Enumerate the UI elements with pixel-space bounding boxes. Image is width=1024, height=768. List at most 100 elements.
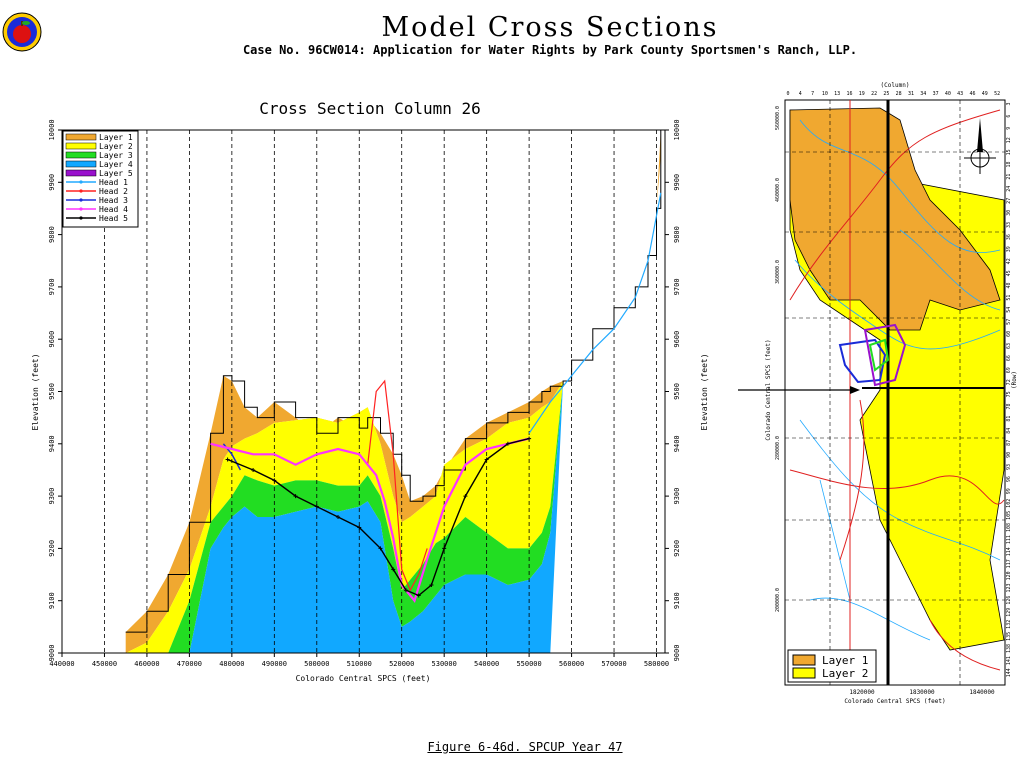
x-tick-label: 440000: [49, 660, 74, 668]
layer-areas: [125, 130, 661, 653]
head-line-4: [210, 437, 530, 603]
stream: [809, 597, 931, 641]
x-tick-label: 530000: [432, 660, 457, 668]
map-row-tick: 24: [1006, 186, 1012, 192]
map-row-tick: 12: [1006, 137, 1012, 143]
legend-swatch-marker: [79, 216, 83, 220]
map-column-tick: 52: [994, 91, 1000, 97]
map-grid: [785, 100, 1005, 685]
legend-label: Layer 3: [99, 151, 133, 160]
figure-caption: Figure 6-46d. SPCUP Year 47: [427, 740, 623, 754]
map-column-tick: 49: [982, 91, 988, 97]
x-tick-label: 480000: [219, 660, 244, 668]
y-tick-label: 9000: [48, 645, 56, 662]
x-tick-label: 450000: [92, 660, 117, 668]
head5-marker: [357, 525, 362, 530]
map-legend: Layer 1 Layer 2: [787, 649, 877, 683]
map-column-tick: 22: [871, 91, 877, 97]
legend-swatch-marker: [79, 207, 83, 211]
map-row-tick: 123: [1006, 583, 1012, 592]
head5-marker: [225, 457, 230, 462]
north-arrow-icon: [964, 118, 996, 174]
head5-marker: [314, 504, 319, 509]
map-column-tick: 4: [799, 91, 802, 97]
map-row-tick: 84: [1006, 428, 1012, 434]
map-row-tick: 6: [1006, 115, 1012, 118]
map-legend-label-layer1: Layer 1: [822, 654, 868, 667]
layer-area-4: [125, 156, 661, 653]
map-row-ticks: 3691215182124273033363942454851545760636…: [1006, 102, 1012, 677]
map-pond-blue: [838, 323, 907, 387]
y-tick-label: 9200: [48, 540, 56, 557]
map-column-tick: 7: [811, 91, 814, 97]
head5-marker: [416, 593, 421, 598]
map-row-tick: 126: [1006, 596, 1012, 605]
map-row-tick: 45: [1006, 270, 1012, 276]
map-row-tick: 21: [1006, 174, 1012, 180]
map-row-tick: 87: [1006, 440, 1012, 446]
map-row-tick: 135: [1006, 632, 1012, 641]
y-tick-label: 9100: [48, 592, 56, 609]
map-y-tick: 360000.0: [775, 260, 781, 284]
head5-marker: [272, 478, 277, 483]
map-row-tick: 39: [1006, 246, 1012, 252]
map-x-ticks: 1820000 1830000 1840000: [849, 689, 995, 696]
legend-swatch-marker: [79, 198, 83, 202]
map-legend-label-layer2: Layer 2: [822, 667, 868, 680]
map-row-tick: 30: [1006, 210, 1012, 216]
map-right-label: (Row): [1011, 371, 1018, 389]
map-column-tick: 10: [822, 91, 828, 97]
y-tick-label: 9300: [48, 488, 56, 505]
map-y-tick: 560000.0: [775, 106, 781, 130]
legend-swatch: [65, 151, 97, 159]
y-tick-label-right: 9900: [673, 174, 681, 191]
y-tick-label: 9700: [48, 278, 56, 295]
head5-marker: [391, 567, 396, 572]
head5-marker: [463, 494, 468, 499]
legend-label: Head 4: [99, 205, 128, 214]
y-tick-label-right: 9000: [673, 645, 681, 662]
map-column-tick: 25: [883, 91, 889, 97]
y-tick-label-right: 9200: [673, 540, 681, 557]
stream: [799, 119, 1001, 253]
y-tick-label: 9900: [48, 174, 56, 191]
legend-swatch: [65, 160, 97, 168]
map-row-tick: 33: [1006, 222, 1012, 228]
y-axis-ticks: 9000 9000 9100 9100 9200 9200 9300 9300 9400 9400…: [48, 119, 681, 661]
stream: [899, 229, 1001, 311]
y-tick-label-right: 9300: [673, 488, 681, 505]
y-tick-label: 9500: [48, 383, 56, 400]
head5-marker: [484, 457, 489, 462]
stream: [819, 479, 851, 601]
legend-swatch: [65, 142, 97, 150]
legend-label: Head 3: [99, 196, 128, 205]
y-tick-label: 10000: [48, 119, 56, 140]
x-tick-label: 500000: [304, 660, 329, 668]
map-column-tick: 43: [957, 91, 963, 97]
map-row-tick: 132: [1006, 620, 1012, 629]
map-row-tick: 9: [1006, 127, 1012, 130]
map-column-tick: 31: [908, 91, 914, 97]
map-top-label: (Column): [881, 82, 910, 89]
map-row-tick: 114: [1006, 547, 1012, 556]
x-tick-label: 470000: [177, 660, 202, 668]
legend-swatch-marker: [79, 180, 83, 184]
map-row-tick: 57: [1006, 319, 1012, 325]
head5-marker: [293, 494, 298, 499]
map-y-tick: 200000.0: [775, 588, 781, 612]
x-tick-label: 550000: [516, 660, 541, 668]
stream: [794, 259, 1001, 350]
y-axis-label: Elevation (feet): [31, 353, 40, 430]
y-tick-label-right: 10000: [673, 119, 681, 140]
x-tick-label: 520000: [389, 660, 414, 668]
legend-label: Head 5: [99, 214, 128, 223]
head5-marker: [429, 583, 434, 588]
head-line-1: [528, 192, 662, 434]
map-row-tick: 141: [1006, 656, 1012, 665]
land-surface-outline: [125, 130, 662, 633]
head5-marker: [505, 441, 510, 446]
head5-marker: [403, 588, 408, 593]
map-row-tick: 27: [1006, 198, 1012, 204]
layer-area-2: [125, 156, 661, 653]
